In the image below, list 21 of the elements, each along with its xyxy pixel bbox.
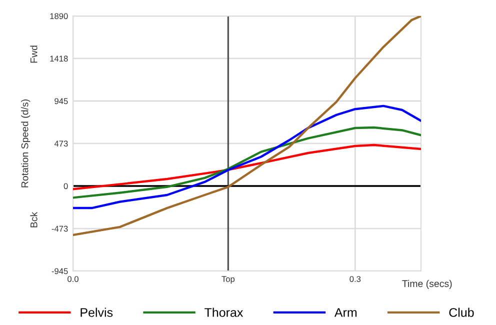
legend-label: Pelvis <box>80 308 113 317</box>
y-tick-label: -945 <box>52 268 68 274</box>
y-axis-title: Rotation Speed (d/s) <box>21 100 30 188</box>
x-axis-title: Time (secs) <box>402 280 452 289</box>
line-series <box>73 104 421 210</box>
y-tick-label: 1418 <box>50 56 68 62</box>
line-series <box>73 126 421 199</box>
y-tick-label: -473 <box>52 226 68 232</box>
y-tick-label: 945 <box>54 98 68 104</box>
y-tick-label: 1890 <box>50 13 68 20</box>
x-tick-label: 0.0 <box>68 276 78 282</box>
text: Bck <box>30 212 38 228</box>
text: Fwd <box>30 46 38 63</box>
legend-label: Club <box>449 308 474 317</box>
x-tick-label: Top <box>222 276 235 284</box>
y-tick-label: 473 <box>54 140 68 147</box>
legend-label: Arm <box>334 308 357 317</box>
y-tick-label: 0 <box>64 183 68 190</box>
x-tick-label: 0.3 <box>350 276 361 282</box>
line-series <box>73 144 421 190</box>
legend-label: Thorax <box>204 308 244 317</box>
